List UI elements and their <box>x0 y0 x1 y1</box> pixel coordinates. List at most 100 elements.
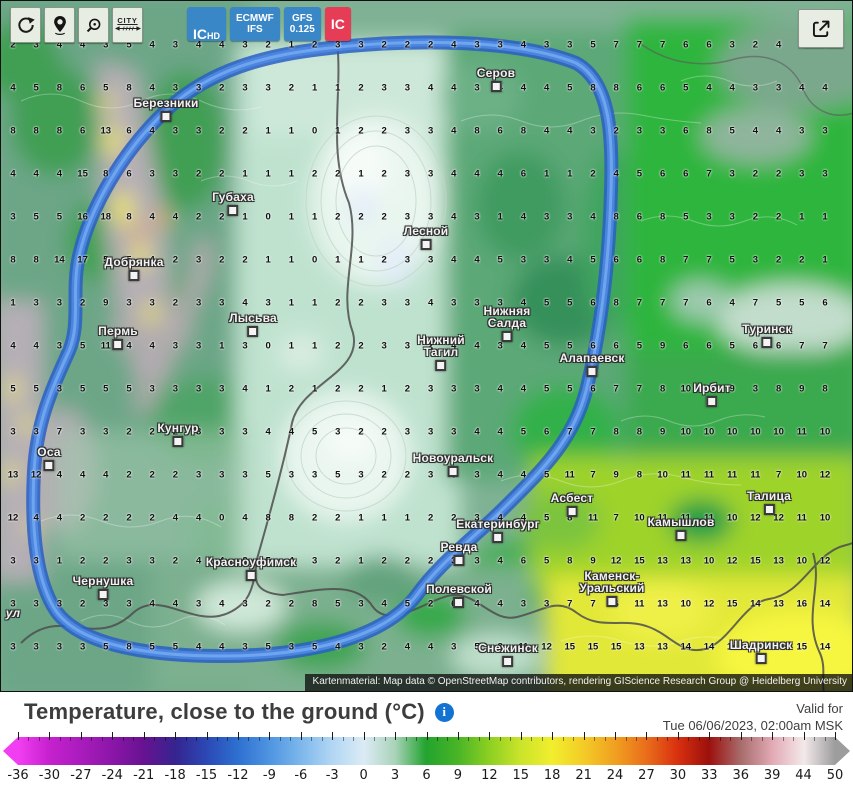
temp-value: 1 <box>288 39 295 51</box>
temp-value: 18 <box>100 211 112 223</box>
temp-value: 1 <box>288 297 295 309</box>
scale-label: 12 <box>481 768 498 783</box>
temp-value: 8 <box>775 383 782 395</box>
temp-value: 11 <box>680 469 691 481</box>
city-marker <box>453 555 465 566</box>
temp-value: 4 <box>497 512 503 524</box>
temp-value: 5 <box>126 383 132 395</box>
temp-value: 14 <box>750 598 761 610</box>
temp-value: 10 <box>680 426 692 438</box>
temp-value: 6 <box>659 82 666 94</box>
temp-value: 3 <box>33 39 39 51</box>
temp-value: 11 <box>703 469 715 481</box>
temp-value: 3 <box>265 82 271 94</box>
city-marker <box>586 366 598 377</box>
city-marker <box>420 239 432 250</box>
temp-value: 15 <box>750 555 761 567</box>
share-button[interactable] <box>798 9 844 48</box>
temp-value: 3 <box>799 168 805 180</box>
temp-value: 11 <box>100 340 111 352</box>
temp-value: 2 <box>775 254 782 266</box>
temp-value: 4 <box>451 254 457 266</box>
temp-value: 8 <box>659 383 666 395</box>
scale-segment <box>80 737 113 765</box>
locate-button[interactable] <box>44 7 75 43</box>
temp-value: 2 <box>427 39 434 51</box>
scale-label: 33 <box>701 768 718 783</box>
temp-value: 15 <box>726 598 738 610</box>
zoom-button[interactable] <box>78 7 109 43</box>
refresh-button[interactable] <box>10 7 41 43</box>
temp-value: 3 <box>33 426 39 438</box>
temp-value: 1 <box>335 82 341 94</box>
temp-value: 7 <box>567 598 573 610</box>
city-label: Екатеринбург <box>456 518 540 543</box>
temp-value: 1 <box>242 211 248 223</box>
temp-value: 2 <box>242 254 248 266</box>
scale-right-arrow <box>835 737 850 765</box>
temp-value: 2 <box>103 555 109 567</box>
temp-value: 4 <box>474 598 480 610</box>
model-button-ic-hd[interactable]: IC HD <box>187 7 226 41</box>
scale-segment <box>206 737 238 765</box>
temp-value: 4 <box>219 39 225 51</box>
model-button-gfs-0125[interactable]: GFS 0.125 <box>283 7 321 41</box>
temp-value: 2 <box>288 598 295 610</box>
temp-value: 4 <box>172 211 179 223</box>
temp-value: 3 <box>659 125 666 137</box>
temp-value: 5 <box>729 125 735 137</box>
temp-value: 8 <box>613 426 619 438</box>
temp-value: 16 <box>796 598 808 610</box>
city-label: Нижняя Салда <box>483 305 530 342</box>
color-scale <box>3 732 850 765</box>
scale-label: -36 <box>7 768 29 783</box>
temp-value: 3 <box>33 555 39 567</box>
temp-value: 6 <box>752 340 759 352</box>
temp-value: 2 <box>451 512 457 524</box>
temp-value: 1 <box>358 254 364 266</box>
temp-value: 5 <box>520 426 527 438</box>
temp-value: 1 <box>335 254 341 266</box>
info-icon[interactable]: i <box>434 702 454 722</box>
map-canvas[interactable]: 2344354344321233222433433577766324344586… <box>0 0 853 692</box>
temp-value: 4 <box>33 512 39 524</box>
temp-value: 5 <box>265 469 271 481</box>
temp-value: 3 <box>33 641 39 653</box>
model-button-ic[interactable]: IC <box>324 7 351 41</box>
temp-value: 12 <box>726 555 738 567</box>
city-labels-toggle[interactable]: CITY <box>112 7 143 43</box>
temp-value: 14 <box>819 641 831 653</box>
temp-value: 4 <box>520 383 527 395</box>
temp-value: 6 <box>497 125 503 137</box>
temp-value: 13 <box>657 641 668 653</box>
temp-value: 3 <box>474 383 480 395</box>
color-scale-labels: -36 -30 -27 -24 -21 -18 -15 -12 -9 -6 -3 0 3 6 9 12 15 18… <box>7 768 843 784</box>
temp-value: 3 <box>729 39 735 51</box>
temp-value: 2 <box>752 39 759 51</box>
temp-value: 7 <box>636 297 643 309</box>
temp-value: 4 <box>195 39 202 51</box>
temp-value: 3 <box>219 469 225 481</box>
temp-value: 4 <box>567 125 573 137</box>
temp-value: 3 <box>497 297 503 309</box>
temp-value: 7 <box>567 426 573 438</box>
temp-value: 8 <box>288 512 295 524</box>
temp-value: 13 <box>657 555 668 567</box>
temp-value: 5 <box>126 254 132 266</box>
temp-value: 7 <box>775 469 782 481</box>
temp-value: 3 <box>358 469 364 481</box>
temp-value: 4 <box>451 211 457 223</box>
temp-value: 2 <box>799 254 805 266</box>
temp-value: 3 <box>172 168 179 180</box>
temp-value: 7 <box>752 297 759 309</box>
temp-value: 1 <box>822 211 828 223</box>
temp-value: 7 <box>590 598 596 610</box>
temp-value: 3 <box>33 297 39 309</box>
model-button-ecmwf-ifs[interactable]: ECMWF IFS <box>230 7 280 41</box>
temp-value: 4 <box>520 82 527 94</box>
scale-label: -15 <box>195 768 218 783</box>
temp-value: 12 <box>703 598 715 610</box>
temp-value: 5 <box>103 641 109 653</box>
temp-value: 4 <box>474 254 480 266</box>
